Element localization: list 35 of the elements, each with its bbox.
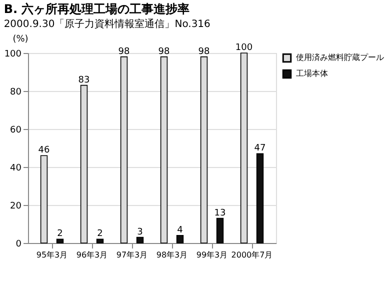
- data-label: 2: [97, 229, 103, 240]
- bar: [176, 235, 184, 244]
- x-tick-label: 97年3月: [116, 250, 148, 260]
- chart-title: B. 六ヶ所再処理工場の工事進捗率: [4, 2, 190, 16]
- y-tick-label: 100: [4, 50, 22, 60]
- bar: [256, 153, 264, 244]
- y-axis-title: (%): [12, 34, 28, 44]
- x-tick-label: 96年3月: [76, 250, 108, 260]
- data-label: 3: [137, 227, 143, 238]
- bar: [216, 218, 224, 244]
- data-label: 98: [118, 46, 130, 57]
- y-tick-label: 40: [10, 164, 22, 174]
- legend-label: 使用済み燃料貯蔵プール: [296, 53, 384, 62]
- data-label: 98: [158, 46, 170, 57]
- legend-label: 工場本体: [296, 69, 328, 78]
- data-label: 83: [78, 75, 90, 86]
- x-tick-label: 98年3月: [156, 250, 188, 260]
- data-label: 100: [235, 43, 253, 53]
- y-tick-label: 20: [10, 202, 22, 212]
- data-label: 47: [254, 144, 266, 154]
- data-label: 98: [198, 46, 210, 57]
- y-tick-label: 80: [10, 88, 22, 98]
- x-tick-label: 99年3月: [196, 250, 228, 260]
- x-tick-label: 2000年7月: [231, 250, 273, 260]
- data-label: 46: [38, 146, 50, 156]
- y-tick-label: 0: [16, 240, 22, 250]
- data-label: 2: [57, 229, 63, 240]
- y-tick-label: 60: [10, 126, 22, 136]
- bar: [136, 236, 144, 244]
- bar: [96, 238, 104, 244]
- data-label: 13: [214, 208, 226, 218]
- x-tick-label: 95年3月: [36, 250, 68, 260]
- text: 2000.9.30「原子力資料情報室通信」No.316: [4, 18, 210, 30]
- bar: [56, 238, 64, 244]
- data-label: 4: [177, 225, 184, 236]
